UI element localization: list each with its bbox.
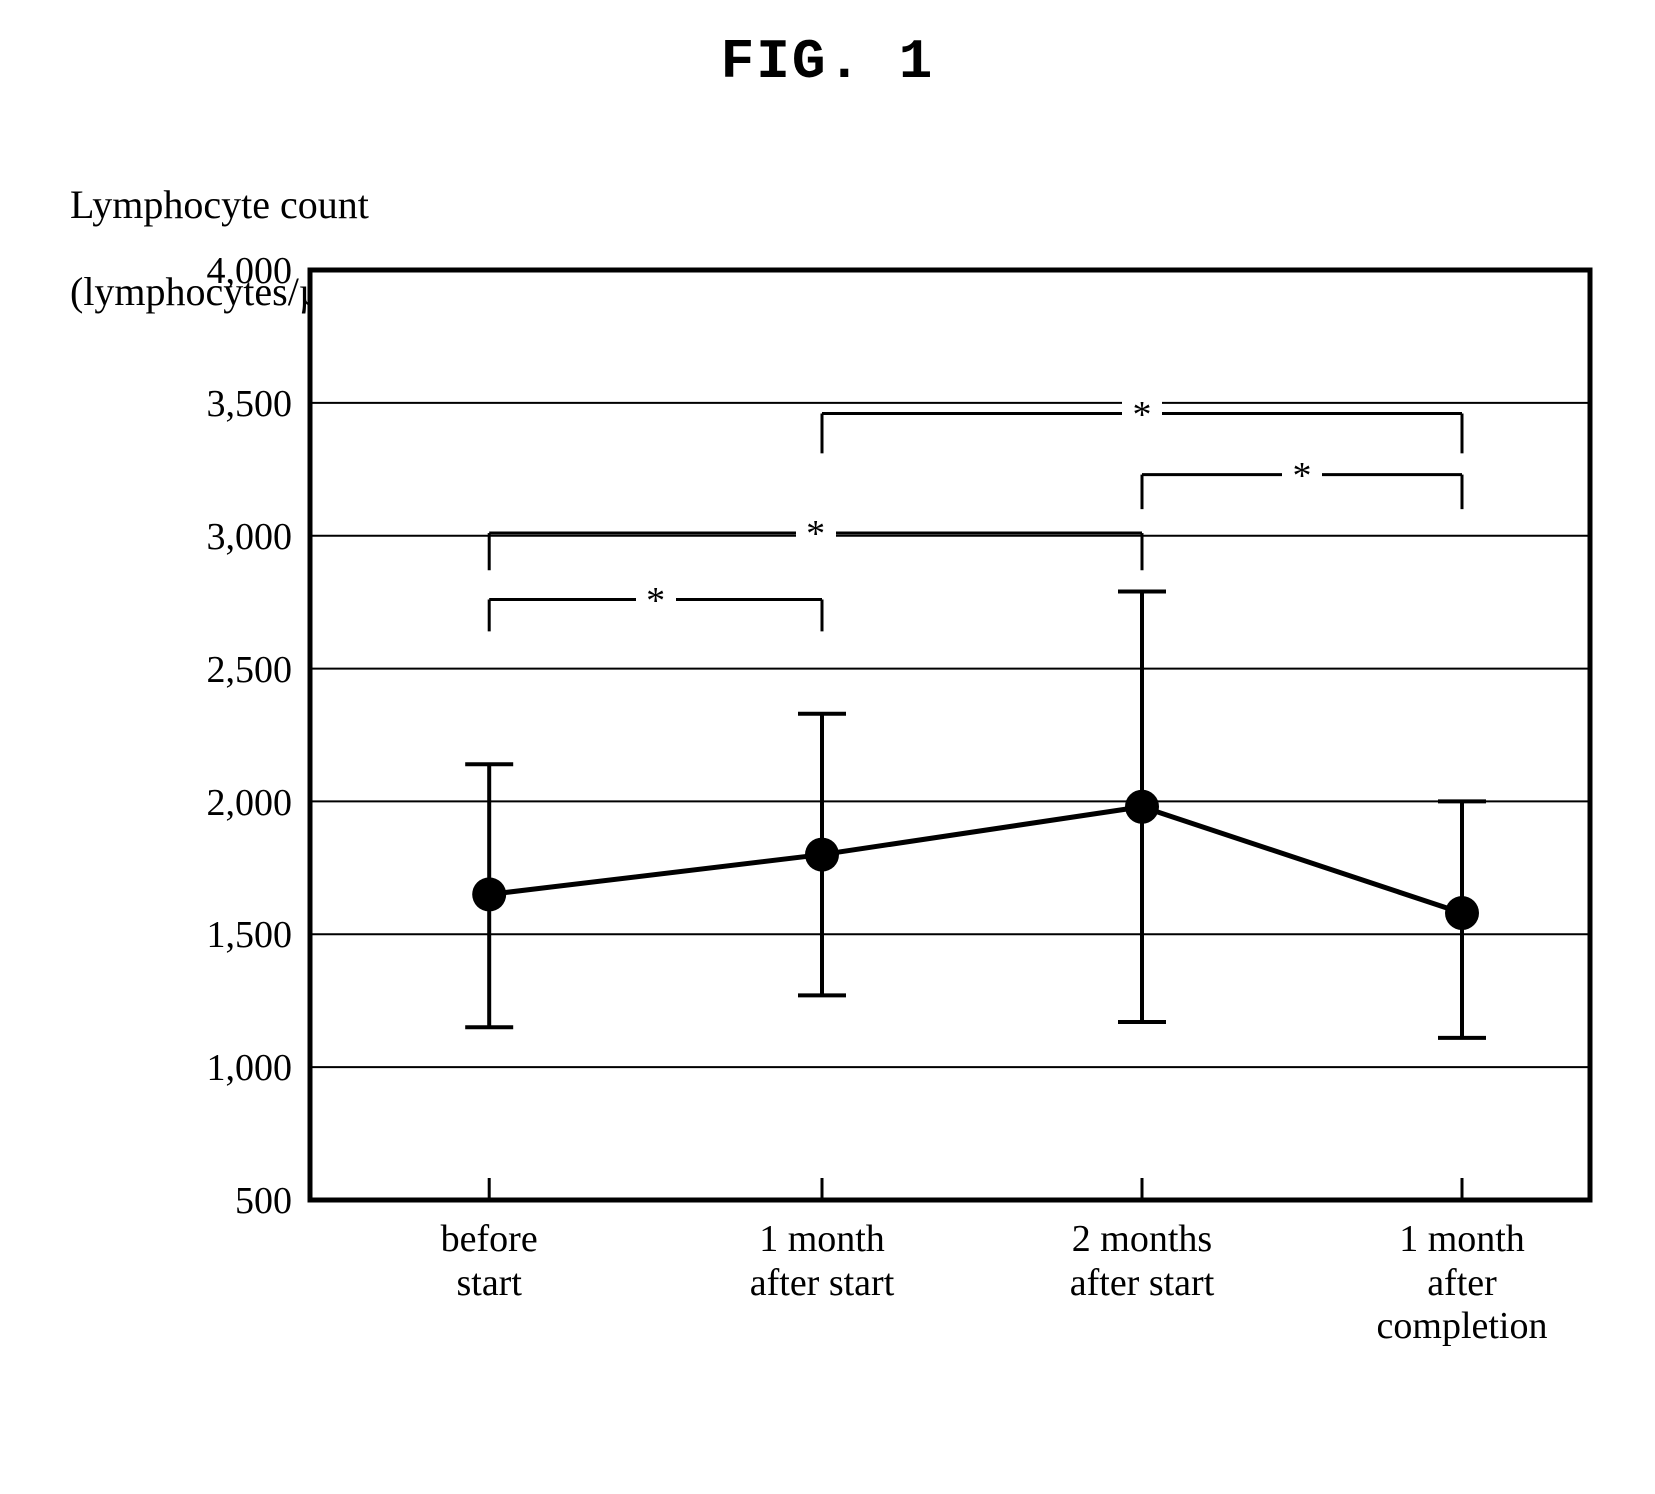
significance-star: * [636, 579, 676, 623]
y-tick-label: 2,500 [207, 648, 293, 692]
y-tick-label: 1,500 [207, 913, 293, 957]
y-tick-label: 500 [235, 1179, 292, 1223]
y-tick-label: 4,000 [207, 249, 293, 293]
significance-star: * [1282, 454, 1322, 498]
x-category-label: 2 months after start [992, 1218, 1292, 1305]
y-tick-label: 3,500 [207, 382, 293, 426]
y-tick-label: 1,000 [207, 1046, 293, 1090]
x-category-label: 1 month after completion [1312, 1218, 1612, 1349]
x-category-label: 1 month after start [672, 1218, 972, 1305]
figure-container: FIG. 1 Lymphocyte count (lymphocytes/µl)… [0, 0, 1655, 1494]
y-tick-label: 2,000 [207, 781, 293, 825]
y-tick-label: 3,000 [207, 515, 293, 559]
x-category-label: before start [339, 1218, 639, 1305]
significance-star: * [796, 512, 836, 556]
significance-star: * [1122, 393, 1162, 437]
